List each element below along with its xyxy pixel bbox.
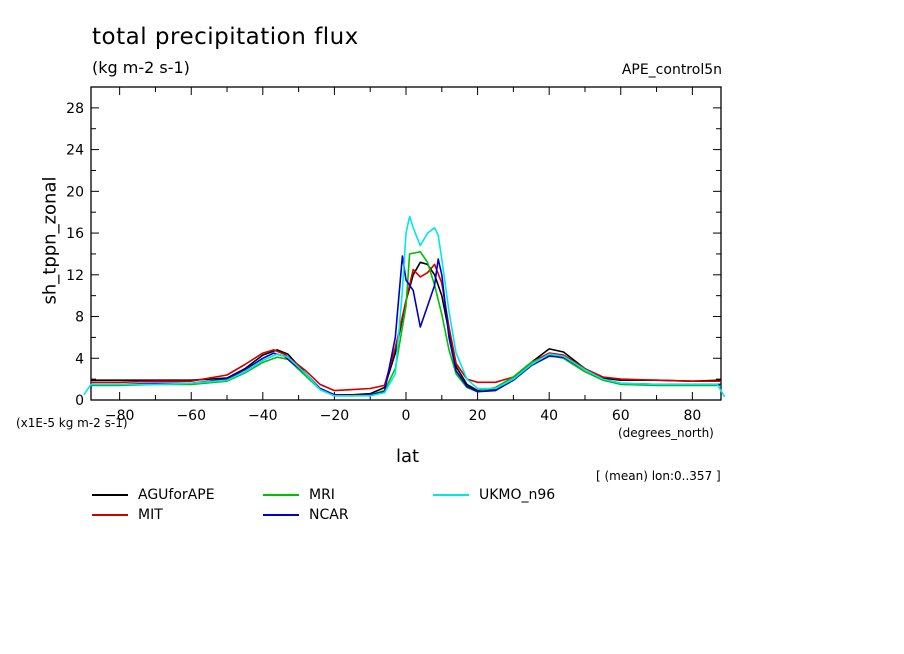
legend-swatch bbox=[263, 494, 299, 496]
legend-item: AGUforAPE bbox=[92, 487, 215, 503]
y-tick-label: 0 bbox=[75, 393, 84, 409]
run-label: APE_control5n bbox=[621, 62, 722, 78]
series-line-MIT bbox=[91, 263, 721, 392]
y-tick-label: 28 bbox=[66, 101, 84, 117]
x-axis-label: lat bbox=[396, 446, 420, 467]
x-tick-label: 60 bbox=[612, 408, 630, 424]
chart-units: (kg m-2 s-1) bbox=[92, 58, 190, 77]
series-line-AGUforAPE bbox=[91, 261, 722, 396]
x-tick-label: −80 bbox=[105, 408, 135, 424]
y-scale-label: (x1E-5 kg m-2 s-1) bbox=[16, 416, 128, 430]
legend-item: UKMO_n96 bbox=[433, 487, 555, 503]
chart-title: total precipitation flux bbox=[92, 24, 359, 50]
legend-swatch bbox=[92, 494, 128, 496]
y-tick-label: 20 bbox=[66, 184, 84, 200]
legend-label: NCAR bbox=[309, 507, 349, 523]
x-tick-label: 0 bbox=[402, 408, 411, 424]
x-tick-label: 40 bbox=[540, 408, 558, 424]
series-line-UKMO_n96 bbox=[83, 215, 726, 398]
x-tick-label: −60 bbox=[176, 408, 206, 424]
y-tick-label: 16 bbox=[66, 226, 84, 242]
series-line-MRI bbox=[91, 251, 721, 397]
legend-swatch bbox=[433, 494, 469, 496]
y-tick-label: 4 bbox=[75, 351, 84, 367]
x-axis-units: (degrees_north) bbox=[618, 426, 714, 440]
series-line-NCAR bbox=[91, 255, 721, 397]
x-tick-label: 80 bbox=[683, 408, 701, 424]
legend-item: MRI bbox=[263, 487, 335, 503]
legend-item: MIT bbox=[92, 507, 163, 523]
legend-item: NCAR bbox=[263, 507, 349, 523]
legend-label: UKMO_n96 bbox=[479, 487, 556, 503]
legend-label: MIT bbox=[138, 507, 163, 523]
x-tick-label: −40 bbox=[248, 408, 278, 424]
y-tick-label: 8 bbox=[75, 310, 84, 326]
mean-note: [ (mean) lon:0..357 ] bbox=[596, 469, 721, 483]
legend-label: AGUforAPE bbox=[138, 487, 215, 503]
y-tick-label: 12 bbox=[66, 268, 84, 284]
y-tick-label: 24 bbox=[66, 143, 84, 159]
legend-label: MRI bbox=[309, 487, 335, 503]
x-tick-label: 20 bbox=[469, 408, 487, 424]
legend-swatch bbox=[92, 514, 128, 516]
x-tick-label: −20 bbox=[320, 408, 350, 424]
legend-swatch bbox=[263, 514, 299, 516]
